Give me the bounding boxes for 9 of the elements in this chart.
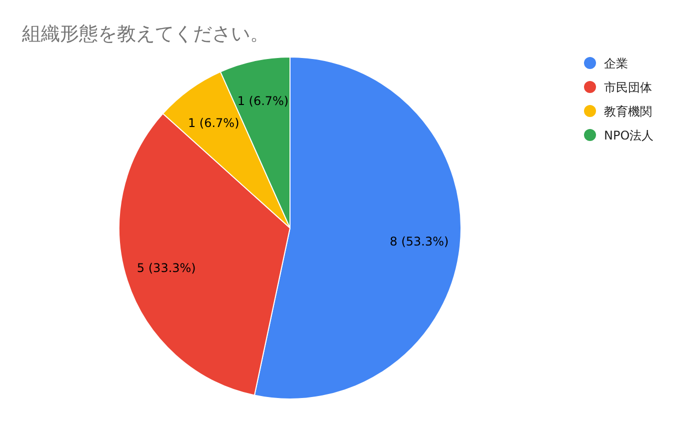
legend-label: 企業	[604, 56, 628, 70]
chart-title: 組織形態を教えてください。	[21, 23, 269, 45]
legend-label: 教育機関	[604, 104, 652, 118]
legend-label: NPO法人	[604, 128, 654, 142]
data-label: 5 (33.3%)	[136, 261, 196, 276]
legend-label: 市民団体	[604, 80, 652, 94]
data-label: 1 (6.7%)	[237, 94, 289, 108]
data-label: 1 (6.7%)	[188, 116, 240, 130]
data-label: 8 (53.3%)	[390, 234, 449, 249]
